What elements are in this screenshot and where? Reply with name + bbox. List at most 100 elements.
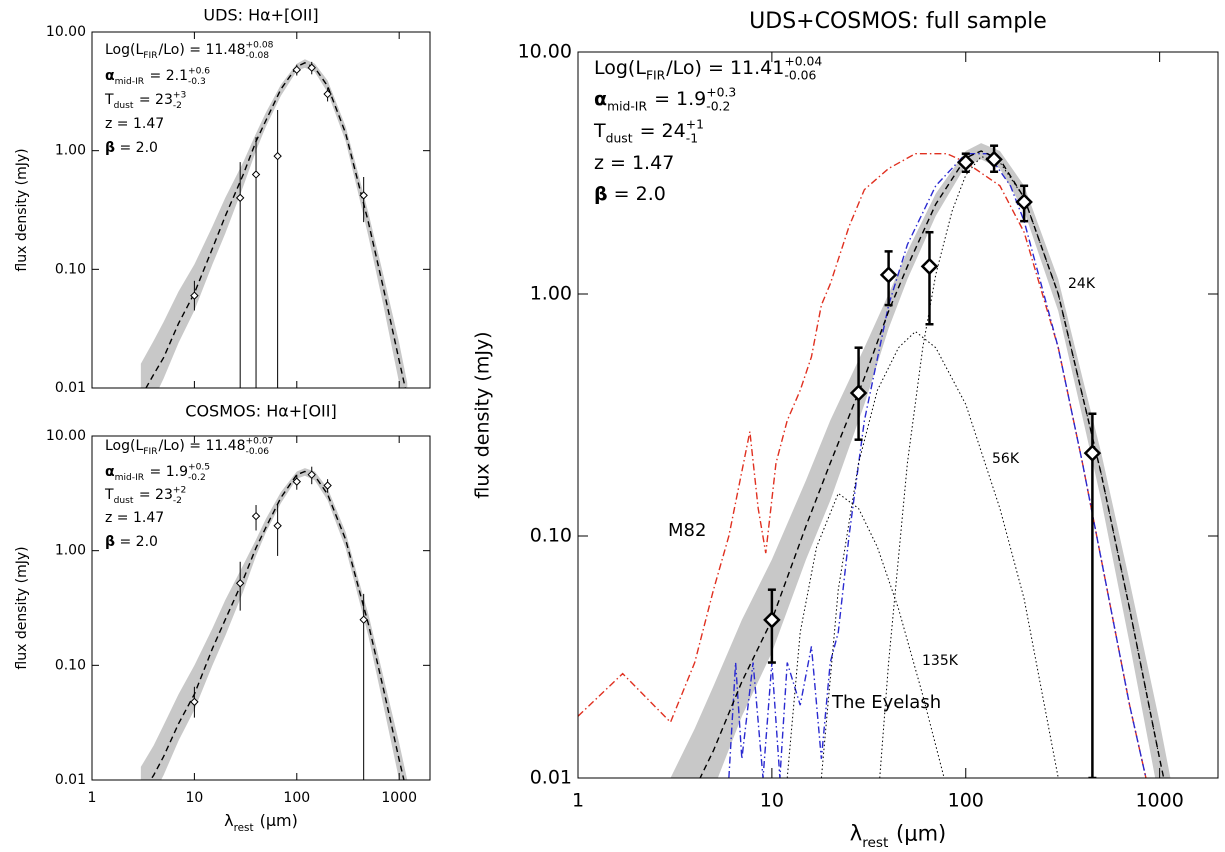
fit-stat: Log(L xyxy=(105,438,143,454)
data-point xyxy=(359,615,368,624)
x-axis-label: λ rest (μm) xyxy=(850,822,946,851)
fit-stat: = 2.1 xyxy=(145,68,188,84)
fit-curve xyxy=(145,62,406,388)
fit-stat: z = 1.47 xyxy=(105,510,164,526)
data-point xyxy=(251,170,261,179)
fit-stat: = 1.9 xyxy=(145,464,188,480)
data-point xyxy=(190,291,199,300)
fit-stat: Log(L xyxy=(594,57,646,79)
x-tick-label: 100 xyxy=(283,790,310,806)
data-point xyxy=(879,266,898,284)
component-curve xyxy=(728,152,1147,778)
data-point xyxy=(235,579,245,588)
fit-stat-sub: -0.08 xyxy=(246,51,270,61)
curve-label: 56K xyxy=(992,451,1020,467)
fit-stat-sub: FIR xyxy=(143,51,158,61)
fit-stat-sub: -0.2 xyxy=(188,473,206,483)
data-point xyxy=(235,193,245,203)
fit-stat: α xyxy=(105,464,115,480)
fit-stat-sub: -2 xyxy=(173,496,182,506)
plot-area xyxy=(578,143,1171,778)
y-tick-label: 10.00 xyxy=(518,41,572,63)
y-tick-label: 1.00 xyxy=(55,143,86,159)
fit-stat-sub: dust xyxy=(114,496,134,506)
plot-area xyxy=(140,59,408,388)
axes-frame xyxy=(577,51,1219,779)
fit-stat-sup: +1 xyxy=(686,117,704,131)
fit-stat-sup: +0.08 xyxy=(246,41,274,51)
fit-stat-sup: +0.3 xyxy=(706,85,736,99)
x-axis-label-part: (μm) xyxy=(889,822,946,846)
x-axis-label: λ rest (μm) xyxy=(224,811,298,834)
data-point xyxy=(763,611,781,629)
fit-stat-sub: -0.06 xyxy=(784,69,816,83)
y-axis-label: flux density (mJy) xyxy=(472,331,494,498)
fit-stat-sup: +2 xyxy=(173,486,186,496)
fit-stat: /Lo) = 11.41 xyxy=(666,57,784,79)
fit-stat: T xyxy=(104,487,114,503)
y-tick-label: 10.00 xyxy=(46,428,86,444)
x-tick-label: 100 xyxy=(948,790,984,812)
chart-title: COSMOS: Hα+[OII] xyxy=(185,402,336,421)
fit-stat: β xyxy=(105,534,115,550)
y-tick-label: 0.10 xyxy=(530,525,572,547)
data-point xyxy=(307,63,316,72)
data-point xyxy=(273,521,282,530)
chart-title: UDS: Hα+[OII] xyxy=(203,6,318,25)
fit-stat-sub: mid-IR xyxy=(115,77,145,87)
axes-frame xyxy=(91,435,431,781)
x-axis-label-part-sub: rest xyxy=(234,822,254,834)
fit-stat: = 2.0 xyxy=(115,534,158,550)
data-point xyxy=(292,65,301,75)
axes-frame xyxy=(91,31,431,389)
fit-stat-sub: dust xyxy=(606,132,633,146)
fit-stat: = 24 xyxy=(634,120,686,142)
data-point xyxy=(1083,444,1102,462)
fit-stat-sup: +0.6 xyxy=(188,67,210,77)
x-tick-label: 1 xyxy=(88,790,97,806)
curve-label: 24K xyxy=(1068,276,1096,292)
y-axis-label: flux density (mJy) xyxy=(14,546,30,669)
fit-band xyxy=(670,143,1171,778)
plot-area xyxy=(140,466,408,780)
fit-stat-sup: +0.07 xyxy=(246,437,274,447)
fit-stat-sup: +3 xyxy=(173,91,187,101)
data-point xyxy=(323,481,332,490)
fit-stat: = 23 xyxy=(134,487,172,503)
y-tick-label: 0.10 xyxy=(55,261,86,277)
fit-stat: = 2.0 xyxy=(608,183,666,205)
fit-stat-sup: +0.04 xyxy=(784,54,822,68)
y-tick-label: 10.00 xyxy=(46,24,86,40)
data-point xyxy=(956,153,975,172)
fit-stat-sub: FIR xyxy=(143,447,158,457)
curve-label: 135K xyxy=(922,653,959,669)
data-point xyxy=(307,470,316,479)
data-point xyxy=(190,697,199,707)
fit-stat-sup: +0.5 xyxy=(188,463,210,473)
data-point xyxy=(251,511,261,521)
fit-stat: = 2.0 xyxy=(115,140,158,156)
fit-stat-sub: FIR xyxy=(646,69,666,83)
fit-stat: T xyxy=(593,120,606,142)
fit-stat: β xyxy=(105,140,115,156)
fit-stat: T xyxy=(104,92,114,108)
fit-stat-sub: -0.2 xyxy=(706,100,730,114)
x-tick-label: 1 xyxy=(572,790,584,812)
panel: M82 The Eyelash 135K 56K 24K 1 10 100 1000 0.01 0.… xyxy=(472,9,1219,851)
x-tick-label: 1000 xyxy=(381,790,417,806)
data-point xyxy=(985,150,1003,169)
fit-stat: z = 1.47 xyxy=(594,152,674,174)
y-tick-label: 0.01 xyxy=(55,772,86,788)
x-tick-label: 10 xyxy=(760,790,784,812)
data-point xyxy=(920,257,939,276)
y-axis-label: flux density (mJy) xyxy=(14,148,30,271)
curve-label: The Eyelash xyxy=(831,692,941,713)
chart-title: UDS+COSMOS: full sample xyxy=(749,9,1047,34)
x-tick-label: 10 xyxy=(185,790,203,806)
x-axis-label-part-sub: rest xyxy=(862,835,889,851)
data-point xyxy=(1015,193,1033,211)
panel: 1 10 100 1000 0.01 0.10 1.00 10.00 COSMOS: Hα+[O… xyxy=(14,402,431,834)
fit-stat-sub: -0.06 xyxy=(246,447,270,457)
data-point xyxy=(323,89,332,99)
